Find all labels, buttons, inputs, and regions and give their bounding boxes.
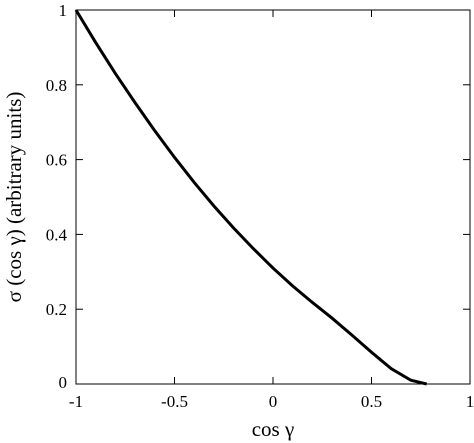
tick-labels: -1 -0.5 0 0.5 1 0 0.2 0.4 0.6 0.8 1	[46, 1, 474, 411]
plot-frame	[75, 9, 471, 385]
x-tick-label: 0.5	[361, 392, 382, 411]
y-tick-label: 0.4	[46, 225, 68, 244]
y-tick-label: 1	[59, 1, 68, 20]
series-line	[74, 9, 428, 386]
y-tick-label: 0	[59, 373, 68, 392]
x-tick-label: -1	[69, 392, 83, 411]
x-tick-label: -0.5	[161, 392, 188, 411]
y-axis-label: σ (cos γ) (arbitrary units)	[2, 92, 26, 303]
x-tick-label: 0	[269, 392, 278, 411]
y-tick-label: 0.8	[46, 76, 67, 95]
x-axis-label: cos γ	[252, 417, 295, 441]
y-tick-label: 0.2	[46, 300, 67, 319]
y-tick-label: 0.6	[46, 151, 67, 170]
tick-marks	[75, 9, 471, 385]
x-tick-label: 1	[466, 392, 474, 411]
